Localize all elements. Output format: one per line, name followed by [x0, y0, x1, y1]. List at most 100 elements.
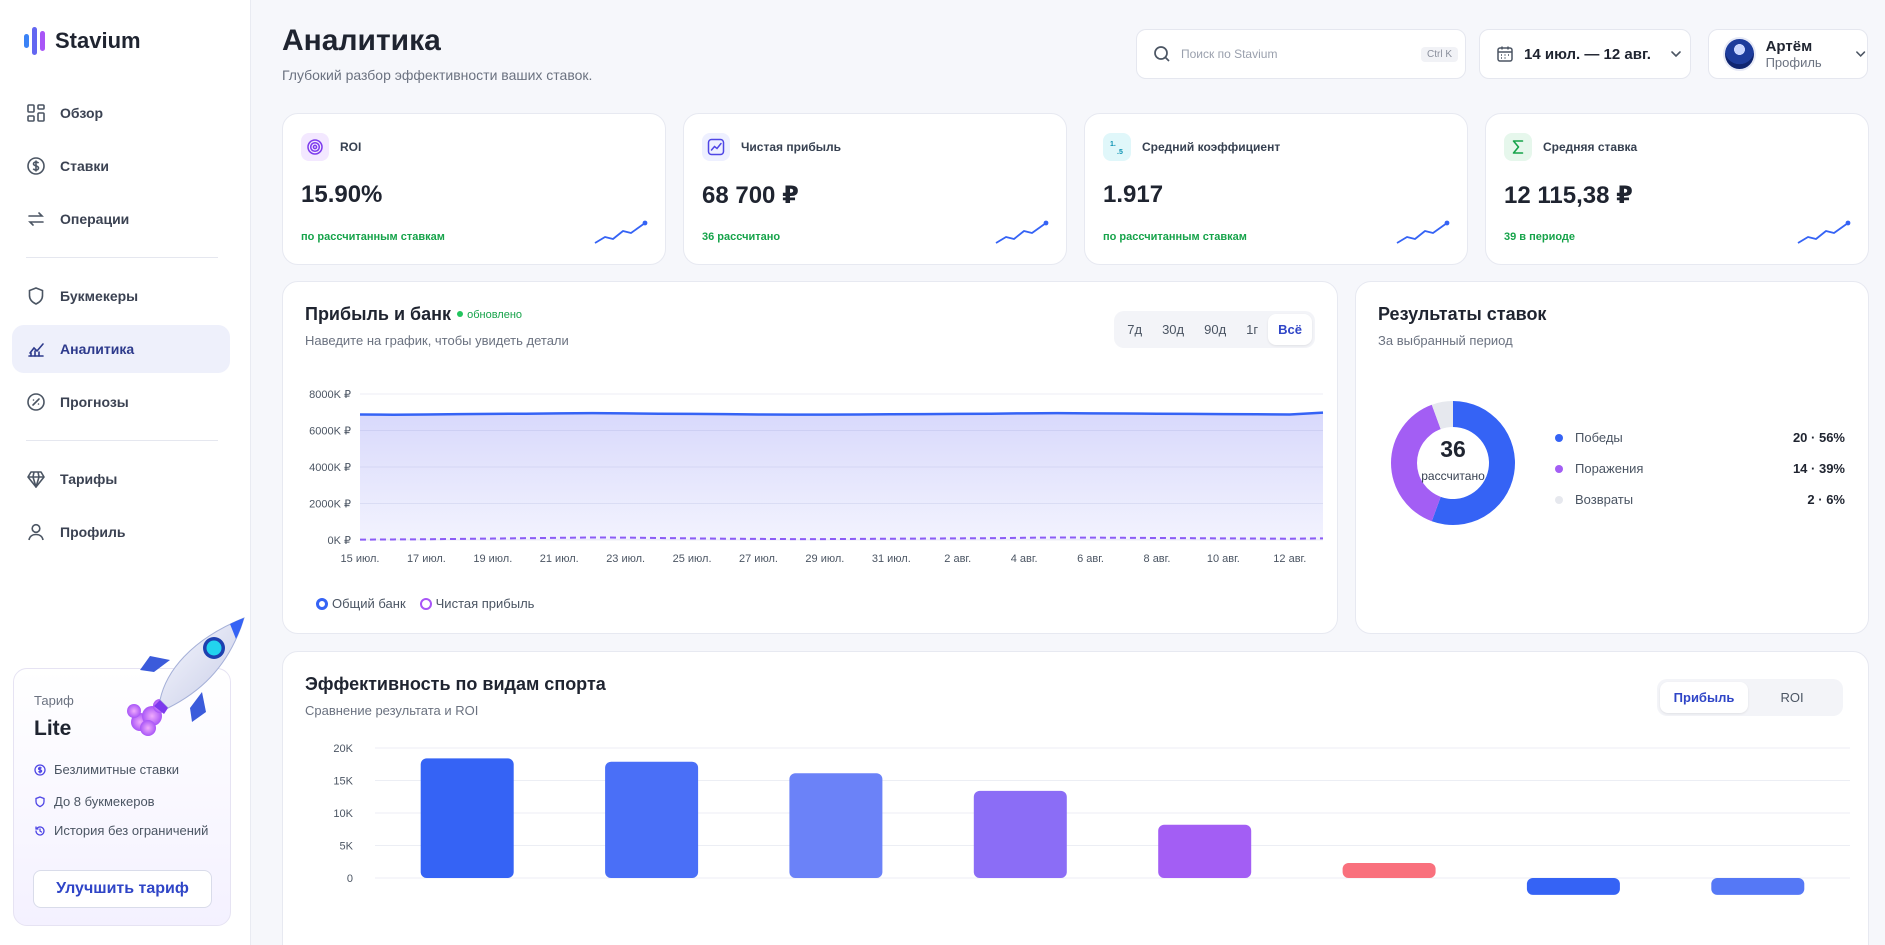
- toggle-roi[interactable]: ROI: [1780, 690, 1804, 705]
- results-donut-chart[interactable]: [1376, 386, 1530, 540]
- sidebar-item-analytics[interactable]: Аналитика: [12, 325, 230, 373]
- sidebar-item-label: Прогнозы: [60, 394, 129, 410]
- x-tick-label: 8 авг.: [1144, 553, 1171, 565]
- bar-8: [1711, 878, 1805, 895]
- x-tick-label: 15 июл.: [341, 553, 380, 565]
- sports-bar-chart[interactable]: 0 5K 10K 15K 20K: [283, 736, 1870, 945]
- upgrade-plan-button[interactable]: Улучшить тариф: [33, 870, 212, 908]
- search-icon: [1154, 46, 1170, 62]
- kpi-title: Средний коэффициент: [1142, 140, 1281, 154]
- kpi-title: ROI: [340, 140, 362, 154]
- plan-feature: До 8 букмекеров: [34, 793, 214, 811]
- legend-swatch: [419, 597, 432, 610]
- sidebar-item-label: Аналитика: [60, 341, 135, 357]
- profile-menu[interactable]: Артём Профиль: [1708, 29, 1868, 79]
- kpi-note: 36 рассчитано: [702, 231, 781, 243]
- sidebar-item-tariffs[interactable]: Тарифы: [12, 455, 230, 503]
- range-1y[interactable]: 1г: [1246, 322, 1259, 337]
- legend-value: 20 · 56%: [1792, 430, 1845, 445]
- results-legend-item: Победы 20 · 56%: [1555, 422, 1845, 453]
- chart-icon: [28, 343, 44, 357]
- plan-feature-text: Безлимитные ставки: [54, 762, 180, 777]
- bar-3: [789, 773, 883, 878]
- plan-feature-text: История без ограничений: [54, 823, 209, 838]
- plan-caption: Тариф: [34, 693, 74, 708]
- sidebar-item-bets[interactable]: Ставки: [12, 142, 230, 190]
- series-line-bank: [359, 411, 1324, 417]
- kpi-note: по рассчитанным ставкам: [1103, 231, 1247, 243]
- sidebar-item-forecasts[interactable]: Прогнозы: [12, 378, 230, 426]
- plan-feature: Безлимитные ставки: [34, 761, 214, 779]
- sidebar-item-profile[interactable]: Профиль: [12, 508, 230, 556]
- status-badge: обновлено: [457, 309, 522, 321]
- logo[interactable]: Stavium: [24, 26, 141, 56]
- legend-item-profit[interactable]: Чистая прибыль: [419, 596, 535, 611]
- legend-label: Поражения: [1575, 461, 1644, 476]
- kpi-value: 15.90%: [301, 181, 383, 208]
- bar-1: [420, 758, 514, 878]
- legend-label: Победы: [1575, 430, 1623, 445]
- metric-toggle: Прибыль ROI: [1657, 679, 1843, 716]
- sidebar-item-label: Операции: [60, 211, 130, 227]
- sidebar-item-label: Тарифы: [60, 471, 118, 487]
- x-tick-label: 6 авг.: [1077, 553, 1104, 565]
- profit-bank-card: Прибыль и банк обновлено Наведите на граф…: [282, 281, 1338, 634]
- profit-bank-chart[interactable]: 0K ₽ 2000K ₽ 4000K ₽ 6000K ₽ 8000K ₽ 15 июл. 1…: [283, 370, 1339, 580]
- range-7d[interactable]: 7д: [1127, 322, 1143, 337]
- sidebar-item-label: Обзор: [60, 105, 104, 121]
- range-selector: 7д 30д 90д 1г Всё: [1114, 311, 1315, 348]
- y-tick-label: 20K: [333, 743, 353, 755]
- date-range-picker[interactable]: 14 июл. — 12 авг.: [1479, 29, 1691, 79]
- sigma-icon: [1504, 133, 1532, 161]
- legend-label: Возвраты: [1575, 492, 1634, 507]
- page-subtitle: Глубокий разбор эффективности ваших став…: [282, 67, 593, 83]
- app-name: Stavium: [55, 28, 141, 53]
- chart-legend: Общий банк Чистая прибыль: [316, 596, 534, 611]
- y-tick-label: 8000K ₽: [309, 389, 351, 401]
- legend-item-bank[interactable]: Общий банк: [316, 596, 406, 611]
- range-all[interactable]: Всё: [1268, 314, 1312, 345]
- diamond-icon: [27, 471, 45, 488]
- search-input[interactable]: [1181, 47, 1411, 61]
- sparkline: [594, 220, 648, 244]
- plan-card: Тариф Lite Безлимитные ставки До 8 букме…: [13, 668, 231, 926]
- dollar-icon: [27, 157, 45, 175]
- rocket-illustration: [127, 617, 245, 736]
- logo-icon: [24, 26, 45, 56]
- sidebar-item-label: Ставки: [60, 158, 109, 174]
- x-tick-label: 29 июл.: [805, 553, 844, 565]
- y-tick-label: 0K ₽: [327, 535, 351, 547]
- search-box[interactable]: Ctrl K: [1136, 29, 1466, 79]
- y-tick-label: 15K: [333, 776, 353, 788]
- x-tick-label: 12 авг.: [1273, 553, 1306, 565]
- range-90d[interactable]: 90д: [1204, 322, 1227, 337]
- sidebar-item-overview[interactable]: Обзор: [12, 89, 230, 137]
- y-tick-label: 4000K ₽: [309, 462, 351, 474]
- x-tick-label: 31 июл.: [872, 553, 911, 565]
- divider: [26, 257, 218, 258]
- chevron-down-icon: [1855, 51, 1865, 57]
- sidebar-item-operations[interactable]: Операции: [12, 195, 230, 243]
- bar-4: [973, 790, 1067, 878]
- legend-label: Чистая прибыль: [435, 596, 535, 611]
- kpi-card-avg-stake: Средняя ставка 12 115,38 ₽ 39 в периоде: [1485, 113, 1869, 265]
- swap-icon: [28, 212, 44, 226]
- kpi-value: 1.917: [1103, 181, 1164, 208]
- kpi-title: Чистая прибыль: [741, 140, 841, 154]
- plan-feature: История без ограничений: [34, 822, 214, 840]
- range-30d[interactable]: 30д: [1162, 322, 1185, 337]
- svg-text:.5: .5: [1117, 149, 1123, 156]
- x-tick-label: 27 июл.: [739, 553, 778, 565]
- kpi-value: 12 115,38 ₽: [1504, 182, 1633, 209]
- shield-icon: [28, 287, 44, 305]
- x-tick-label: 17 июл.: [407, 553, 446, 565]
- shield-icon: [35, 796, 45, 808]
- user-name: Артём: [1765, 38, 1813, 55]
- dollar-icon: [34, 764, 46, 776]
- sidebar-item-label: Профиль: [60, 524, 126, 540]
- series-line-profit: [359, 536, 1324, 541]
- sidebar-item-bookmakers[interactable]: Букмекеры: [12, 272, 230, 320]
- x-tick-label: 4 авг.: [1011, 553, 1038, 565]
- toggle-profit[interactable]: Прибыль: [1660, 682, 1748, 713]
- plan-feature-text: До 8 букмекеров: [54, 794, 155, 809]
